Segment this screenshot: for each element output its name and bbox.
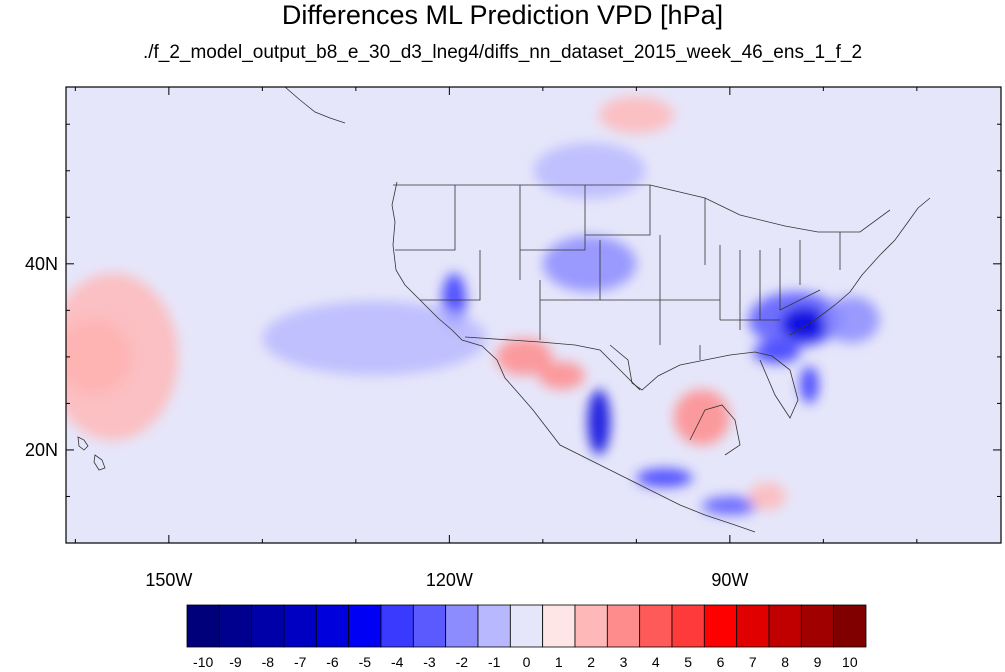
- colorbar-label: -6: [326, 654, 339, 670]
- blue-anomaly-canada: [533, 142, 646, 199]
- colorbar-swatch: [703, 604, 738, 648]
- colorbar-label: 4: [652, 654, 660, 670]
- colorbar-swatch: [509, 604, 544, 648]
- red-anomaly-west-pacific: [66, 273, 179, 441]
- state-outline-layer: [77, 87, 931, 533]
- blue-anomaly-great-plains: [542, 235, 637, 292]
- red-anomaly-north-pacific: [598, 96, 674, 134]
- map-frame: [65, 86, 1002, 544]
- coastline-mexico-south: [532, 409, 756, 533]
- colorbar-swatch: [186, 604, 220, 648]
- colorbar-swatch: [477, 604, 511, 648]
- colorbar-label: 6: [717, 654, 725, 670]
- anomaly-layer: [66, 96, 880, 516]
- colorbar-swatch: [348, 604, 382, 648]
- colorbar-swatch: [251, 604, 285, 648]
- blue-anomaly-central-america: [701, 496, 758, 516]
- colorbar-swatch: [315, 604, 350, 648]
- coastline-alaska: [284, 87, 346, 124]
- red-anomaly-caribbean: [748, 482, 786, 511]
- colorbar-label: 9: [814, 654, 822, 670]
- colorbar-swatch: [736, 604, 770, 648]
- red-anomaly-gulf-mexico: [673, 389, 730, 446]
- lat-tick-label: 20N: [25, 440, 58, 460]
- lat-tick-label: 40N: [25, 254, 58, 274]
- colorbar-label: -3: [423, 654, 436, 670]
- state-lines-east: [739, 232, 841, 330]
- colorbar-label: -1: [488, 654, 501, 670]
- blue-anomaly-atlantic: [823, 296, 880, 343]
- colorbar-label: -7: [294, 654, 307, 670]
- map-subtitle: ./f_2_model_output_b8_e_30_d3_lneg4/diff…: [142, 42, 863, 63]
- colorbar-label: 10: [842, 654, 858, 670]
- island-hawaii: [77, 436, 106, 471]
- colorbar-swatch: [283, 604, 317, 648]
- blue-anomaly-south-mexico: [636, 468, 693, 488]
- colorbar: -10 -9 -8 -7 -6 -5 -4 -3 -2 -1 0 1 2 3 4 5 6 7 8 9 10: [186, 604, 867, 670]
- colorbar-label: 2: [587, 654, 595, 670]
- colorbar-swatch: [606, 604, 641, 648]
- coastline-west: [391, 181, 534, 411]
- colorbar-label: 8: [781, 654, 789, 670]
- state-lines-south: [600, 299, 780, 360]
- colorbar-label: -2: [456, 654, 469, 670]
- red-anomaly-baja: [496, 338, 553, 376]
- blue-anomaly-central-mexico: [587, 389, 611, 455]
- us-mexico-border: [464, 336, 641, 391]
- colorbar-label: 1: [555, 654, 563, 670]
- colorbar-swatch: [639, 604, 673, 648]
- axis-ticks: [66, 87, 1001, 543]
- blue-anomaly-gulf-coast: [753, 341, 800, 364]
- colorbar-label: -4: [391, 654, 404, 670]
- colorbar-label: -8: [262, 654, 275, 670]
- map-title: Differences ML Prediction VPD [hPa]: [281, 0, 724, 30]
- colorbar-label: -10: [193, 654, 213, 670]
- blue-anomaly-southeast-core: [781, 307, 829, 342]
- us-canada-border: [393, 184, 891, 233]
- colorbar-swatch: [412, 604, 447, 648]
- colorbar-swatch: [218, 604, 253, 648]
- colorbar-swatch: [574, 604, 608, 648]
- colorbar-swatch: [671, 604, 705, 648]
- colorbar-swatch: [833, 604, 867, 648]
- lon-tick-label: 150W: [145, 570, 192, 590]
- lon-tick-label: 90W: [711, 570, 748, 590]
- coastline-east: [789, 197, 931, 336]
- colorbar-swatch: [768, 604, 802, 648]
- colorbar-swatch: [445, 604, 479, 648]
- blue-anomaly-east-pacific: [262, 301, 487, 376]
- state-lines-north: [395, 185, 706, 280]
- lon-tick-label: 120W: [426, 570, 473, 590]
- colorbar-label: 7: [749, 654, 757, 670]
- colorbar-label: -9: [229, 654, 242, 670]
- colorbar-swatch: [542, 604, 576, 648]
- colorbar-swatch: [380, 604, 414, 648]
- colorbar-label: -5: [359, 654, 372, 670]
- colorbar-swatch: [800, 604, 835, 648]
- coastline-yucatan: [689, 404, 741, 456]
- blue-anomaly-florida: [799, 366, 819, 404]
- red-anomaly-northwest-mexico: [538, 361, 585, 390]
- axis-labels: 150W 120W 90W 40N 20N: [25, 254, 748, 590]
- colorbar-label: 3: [620, 654, 628, 670]
- colorbar-label: 0: [523, 654, 531, 670]
- colorbar-label: 5: [684, 654, 692, 670]
